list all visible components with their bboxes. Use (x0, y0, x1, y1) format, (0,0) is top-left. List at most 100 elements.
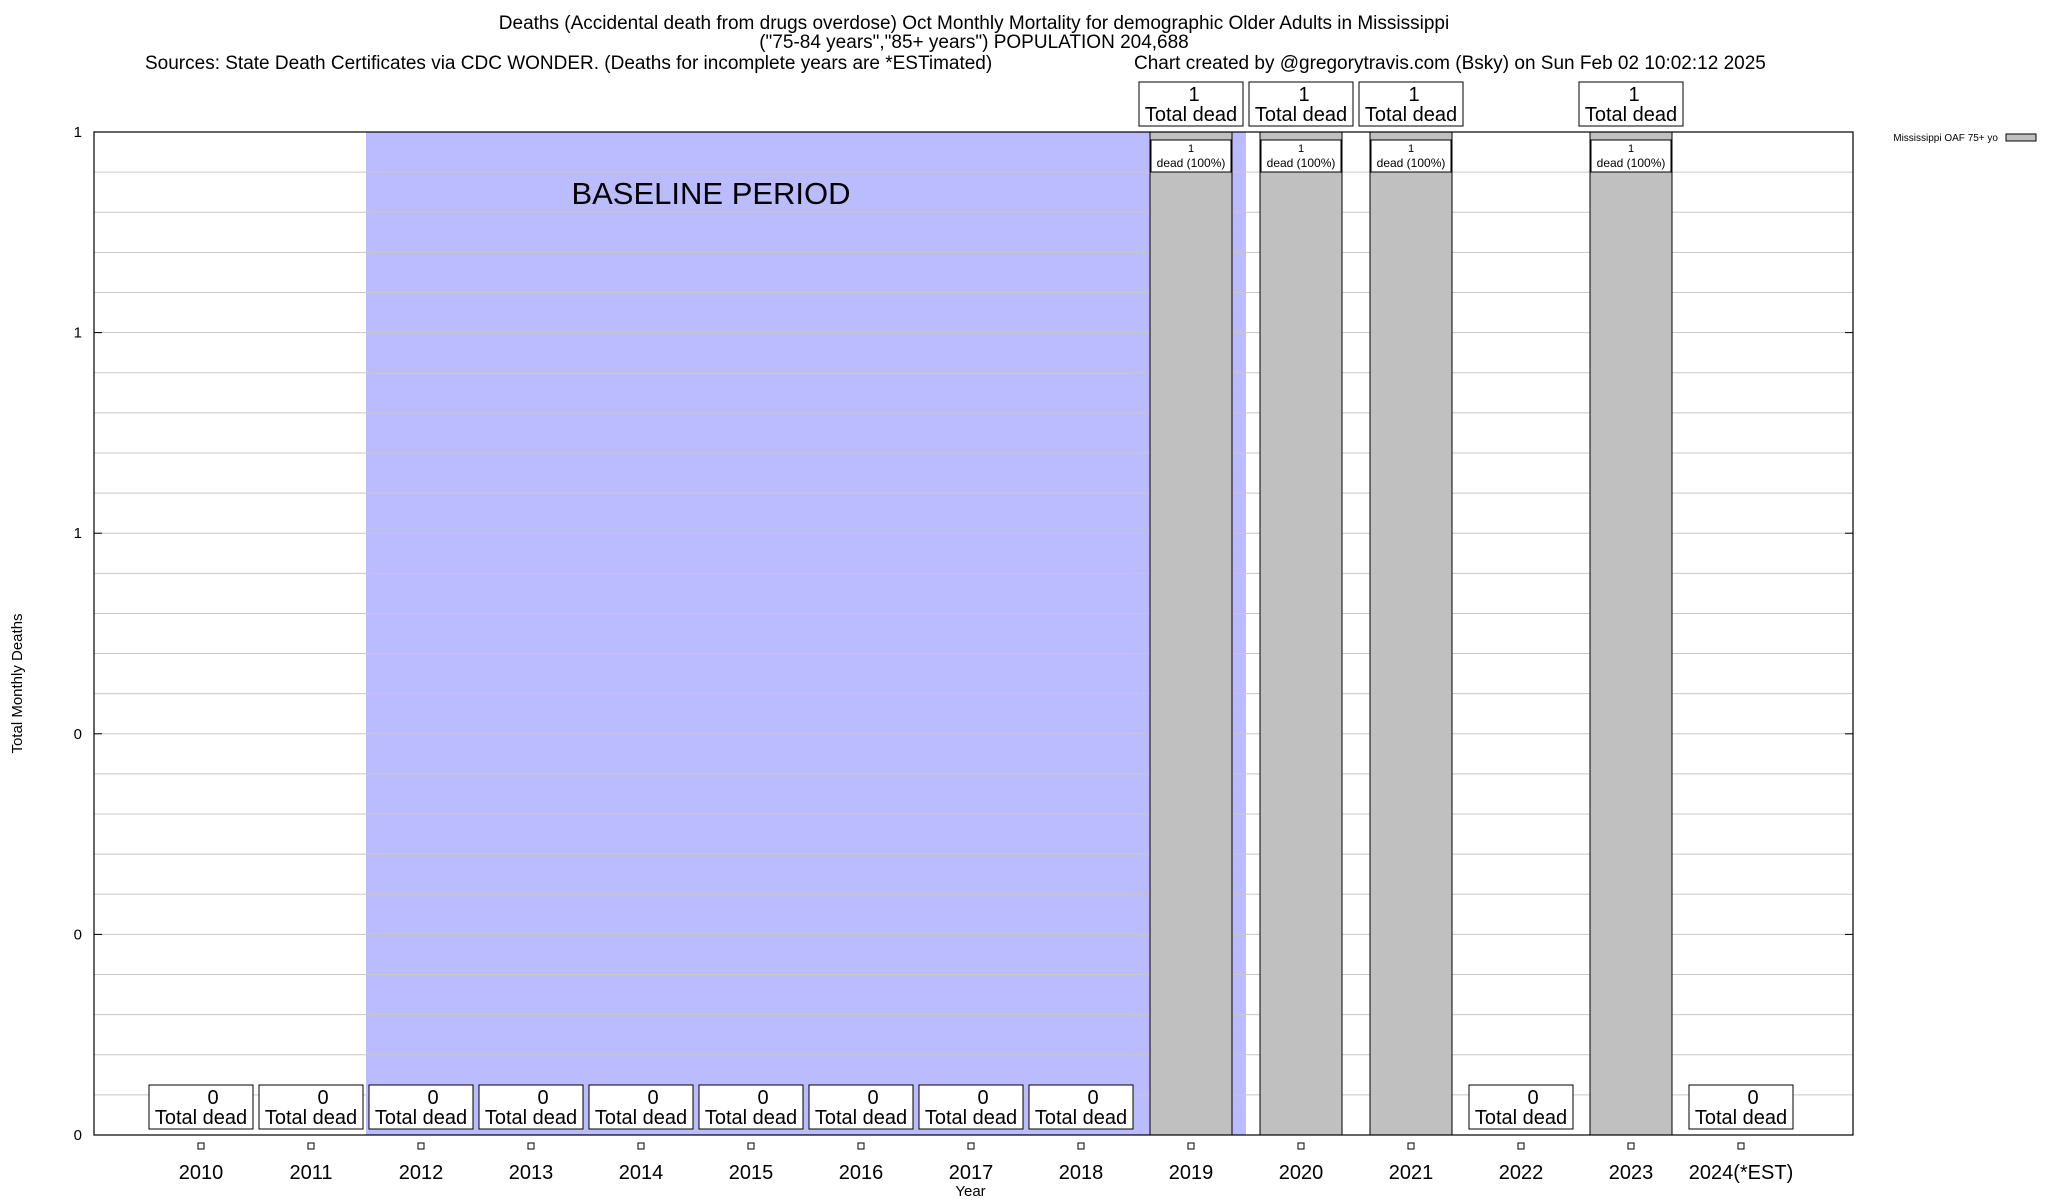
total-label-count: 0 (1747, 1087, 1758, 1109)
total-label-count: 0 (757, 1087, 768, 1109)
x-tick-label: 2016 (839, 1162, 884, 1184)
x-tick-label: 2023 (1609, 1162, 1654, 1184)
x-tick-marker (1077, 1142, 1085, 1150)
x-tick-marker (637, 1142, 645, 1150)
total-label-text: Total dead (1255, 104, 1347, 126)
x-tick-marker (1627, 1142, 1635, 1150)
total-label-box (918, 1084, 1024, 1130)
total-label-box (1358, 81, 1464, 127)
y-axis-label: Total Monthly Deaths (9, 613, 26, 753)
total-label-text: Total dead (595, 1107, 687, 1129)
bar-inner-label-box (1150, 139, 1232, 173)
total-label-count: 1 (1298, 84, 1309, 106)
total-label-text: Total dead (1475, 1107, 1567, 1129)
total-label-count: 0 (1087, 1087, 1098, 1109)
total-label-box (1028, 1084, 1134, 1130)
total-label-count: 0 (537, 1087, 548, 1109)
total-label-text: Total dead (1035, 1107, 1127, 1129)
credit-note: Chart created by @gregorytravis.com (Bsk… (1134, 53, 1766, 74)
x-tick-label: 2024(*EST) (1689, 1162, 1794, 1184)
x-tick-label: 2021 (1389, 1162, 1434, 1184)
source-note: Sources: State Death Certificates via CD… (145, 53, 993, 74)
x-tick-marker (1737, 1142, 1745, 1150)
total-label-box (1248, 81, 1354, 127)
x-tick-label: 2017 (949, 1162, 994, 1184)
total-label-box (698, 1084, 804, 1130)
x-tick-marker (747, 1142, 755, 1150)
x-tick-marker (967, 1142, 975, 1150)
total-label-box (258, 1084, 364, 1130)
x-tick-marker (1517, 1142, 1525, 1150)
bar-inner-label-text: dead (100%) (1157, 156, 1226, 170)
x-tick-marker (417, 1142, 425, 1150)
total-label-text: Total dead (485, 1107, 577, 1129)
bar-inner-label-count: 1 (1408, 143, 1414, 155)
total-label-count: 0 (867, 1087, 878, 1109)
x-tick-label: 2022 (1499, 1162, 1544, 1184)
chart-title-block: Deaths (Accidental death from drugs over… (0, 14, 1948, 52)
x-tick-label: 2020 (1279, 1162, 1324, 1184)
y-tick-label: 0 (74, 926, 82, 943)
total-label-count: 0 (977, 1087, 988, 1109)
total-label-text: Total dead (1585, 104, 1677, 126)
total-label-text: Total dead (1365, 104, 1457, 126)
x-tick-label: 2019 (1169, 1162, 1214, 1184)
x-tick-marker (527, 1142, 535, 1150)
total-label-box (148, 1084, 254, 1130)
total-label-box (588, 1084, 694, 1130)
total-label-box (1138, 81, 1244, 127)
total-label-box (1688, 1084, 1794, 1130)
total-label-text: Total dead (1695, 1107, 1787, 1129)
x-tick-label: 2014 (619, 1162, 664, 1184)
x-tick-label: 2011 (289, 1162, 332, 1184)
x-tick-marker (197, 1142, 205, 1150)
total-label-text: Total dead (1145, 104, 1237, 126)
total-label-box (368, 1084, 474, 1130)
total-label-text: Total dead (265, 1107, 357, 1129)
bar (1589, 131, 1673, 1136)
total-label-count: 1 (1628, 84, 1639, 106)
x-tick-label: 2015 (729, 1162, 774, 1184)
total-label-box (1468, 1084, 1574, 1130)
x-tick-marker (1187, 1142, 1195, 1150)
plot-frame (93, 131, 1854, 1136)
bar (1149, 131, 1233, 1136)
y-tick-label: 1 (74, 124, 82, 141)
x-tick-label: 2012 (399, 1162, 444, 1184)
total-label-count: 0 (427, 1087, 438, 1109)
total-label-text: Total dead (155, 1107, 247, 1129)
total-label-count: 0 (647, 1087, 658, 1109)
x-tick-marker (857, 1142, 865, 1150)
chart-title: Deaths (Accidental death from drugs over… (498, 13, 1450, 34)
bar-inner-label-count: 1 (1628, 143, 1634, 155)
total-label-box (808, 1084, 914, 1130)
bar-inner-label-box (1590, 139, 1672, 173)
y-tick-label: 0 (74, 726, 82, 743)
total-label-text: Total dead (375, 1107, 467, 1129)
bar-inner-label-box (1260, 139, 1342, 173)
baseline-label: BASELINE PERIOD (571, 176, 850, 211)
x-tick-marker (1297, 1142, 1305, 1150)
total-label-text: Total dead (925, 1107, 1017, 1129)
baseline-period-shading (366, 132, 1246, 1135)
bar-inner-label-text: dead (100%) (1597, 156, 1666, 170)
y-tick-label: 1 (74, 325, 82, 342)
total-label-text: Total dead (705, 1107, 797, 1129)
x-tick-label: 2013 (509, 1162, 554, 1184)
x-tick-marker (1407, 1142, 1415, 1150)
bar-inner-label-count: 1 (1188, 143, 1194, 155)
x-axis-label: Year (955, 1183, 985, 1200)
total-label-count: 1 (1188, 84, 1199, 106)
bar-inner-label-text: dead (100%) (1267, 156, 1336, 170)
total-label-box (478, 1084, 584, 1130)
chart-subtitle: ("75-84 years","85+ years") POPULATION 2… (759, 32, 1189, 53)
bar (1259, 131, 1343, 1136)
bar (1369, 131, 1453, 1136)
total-label-count: 1 (1408, 84, 1419, 106)
bar-inner-label-box (1370, 139, 1452, 173)
legend-entry-label: Mississippi OAF 75+ yo (1893, 133, 1998, 144)
total-label-box (1578, 81, 1684, 127)
bar-inner-label-text: dead (100%) (1377, 156, 1446, 170)
x-tick-label: 2010 (179, 1162, 224, 1184)
